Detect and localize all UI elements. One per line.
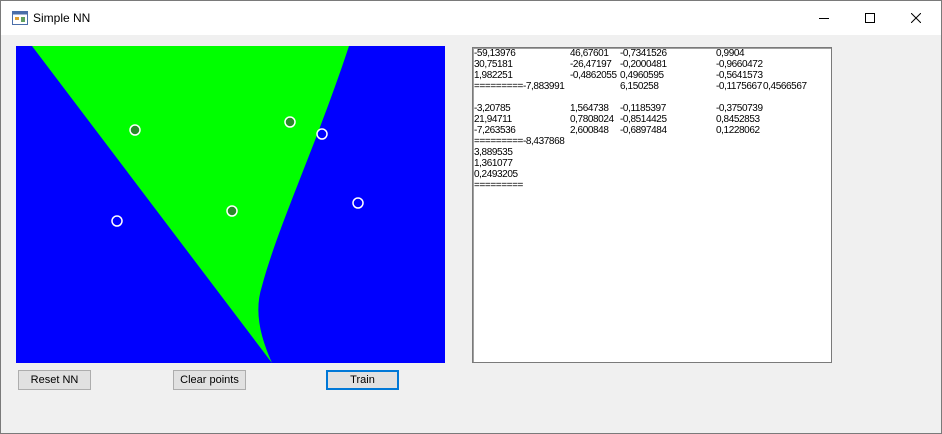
app-form-icon: [12, 11, 28, 25]
output-value: -0,4862055: [570, 70, 617, 81]
output-value: 2,600848: [570, 125, 609, 136]
output-line: =========-8,437868: [473, 136, 831, 147]
output-value: -59,13976: [474, 48, 516, 59]
output-value: -26,47197: [570, 59, 612, 70]
output-value: -0,7341526: [620, 48, 667, 59]
output-value: -0,1185397: [620, 103, 666, 114]
close-button[interactable]: [893, 1, 939, 35]
output-value: 0,2493205: [474, 169, 518, 180]
training-point-blue[interactable]: [316, 128, 328, 140]
training-point-blue[interactable]: [111, 215, 123, 227]
title-bar[interactable]: Simple NN: [1, 1, 941, 35]
output-line: [473, 92, 831, 103]
output-value: -0,1175667: [716, 81, 762, 92]
output-value: -0,2000481: [620, 59, 667, 70]
output-line: =========-7,883991 6,150258 -0,1175667 0,45…: [473, 81, 831, 92]
maximize-button[interactable]: [847, 1, 893, 35]
output-value: 0,9904: [716, 48, 745, 59]
output-value: 0,4566567: [763, 81, 807, 92]
output-value: -0,6897484: [620, 125, 667, 136]
output-line: -59,13976 46,67601 -0,7341526 0,9904: [473, 48, 831, 59]
output-value: -7,263536: [474, 125, 516, 136]
output-line: 21,94711 0,7808024 -0,8514425 0,8452853: [473, 114, 831, 125]
output-value: 0,8452853: [716, 114, 760, 125]
output-value: -0,8514425: [620, 114, 667, 125]
training-point-green[interactable]: [129, 124, 141, 136]
output-value: 0,7808024: [570, 114, 614, 125]
output-value: -3,20785: [474, 103, 511, 114]
output-value: -0,3750739: [716, 103, 763, 114]
output-value: 0,4960595: [620, 70, 664, 81]
output-value: -0,9660472: [716, 59, 763, 70]
output-value: 30,75181: [474, 59, 513, 70]
output-value: =========: [474, 180, 523, 191]
output-value: 46,67601: [570, 48, 609, 59]
output-line: -3,20785 1,564738 -0,1185397 -0,3750739: [473, 103, 831, 114]
output-line: 1,361077: [473, 158, 831, 169]
training-point-blue[interactable]: [352, 197, 364, 209]
reset-nn-button[interactable]: Reset NN: [18, 370, 91, 390]
output-line: 1,982251 -0,4862055 0,4960595 -0,5641573: [473, 70, 831, 81]
output-value: =========-8,437868: [474, 136, 565, 147]
minimize-icon: [819, 18, 829, 19]
output-value: =========-7,883991: [474, 81, 565, 92]
output-line: -7,263536 2,600848 -0,6897484 0,1228062: [473, 125, 831, 136]
minimize-button[interactable]: [801, 1, 847, 35]
decision-boundary-plot[interactable]: [16, 46, 445, 363]
window-title: Simple NN: [33, 11, 91, 25]
output-value: 6,150258: [620, 81, 659, 92]
output-value: 1,361077: [474, 158, 513, 169]
decision-boundary-canvas[interactable]: [16, 46, 445, 363]
output-line: 30,75181 -26,47197 -0,2000481 -0,9660472: [473, 59, 831, 70]
output-value: 21,94711: [474, 114, 512, 125]
output-line: =========: [473, 180, 831, 191]
close-icon: [911, 13, 921, 23]
output-line: 3,889535: [473, 147, 831, 158]
output-line: 0,2493205: [473, 169, 831, 180]
maximize-icon: [865, 13, 875, 23]
output-value: 1,564738: [570, 103, 609, 114]
green-region: [32, 46, 349, 363]
output-value: 0,1228062: [716, 125, 760, 136]
output-value: 1,982251: [474, 70, 513, 81]
output-value: -0,5641573: [716, 70, 763, 81]
train-button[interactable]: Train: [326, 370, 399, 390]
training-point-green[interactable]: [284, 116, 296, 128]
training-point-green[interactable]: [226, 205, 238, 217]
output-value: 3,889535: [474, 147, 513, 158]
clear-points-button[interactable]: Clear points: [173, 370, 246, 390]
output-textbox[interactable]: -59,13976 46,67601 -0,7341526 0,9904 30,7518…: [472, 47, 832, 363]
